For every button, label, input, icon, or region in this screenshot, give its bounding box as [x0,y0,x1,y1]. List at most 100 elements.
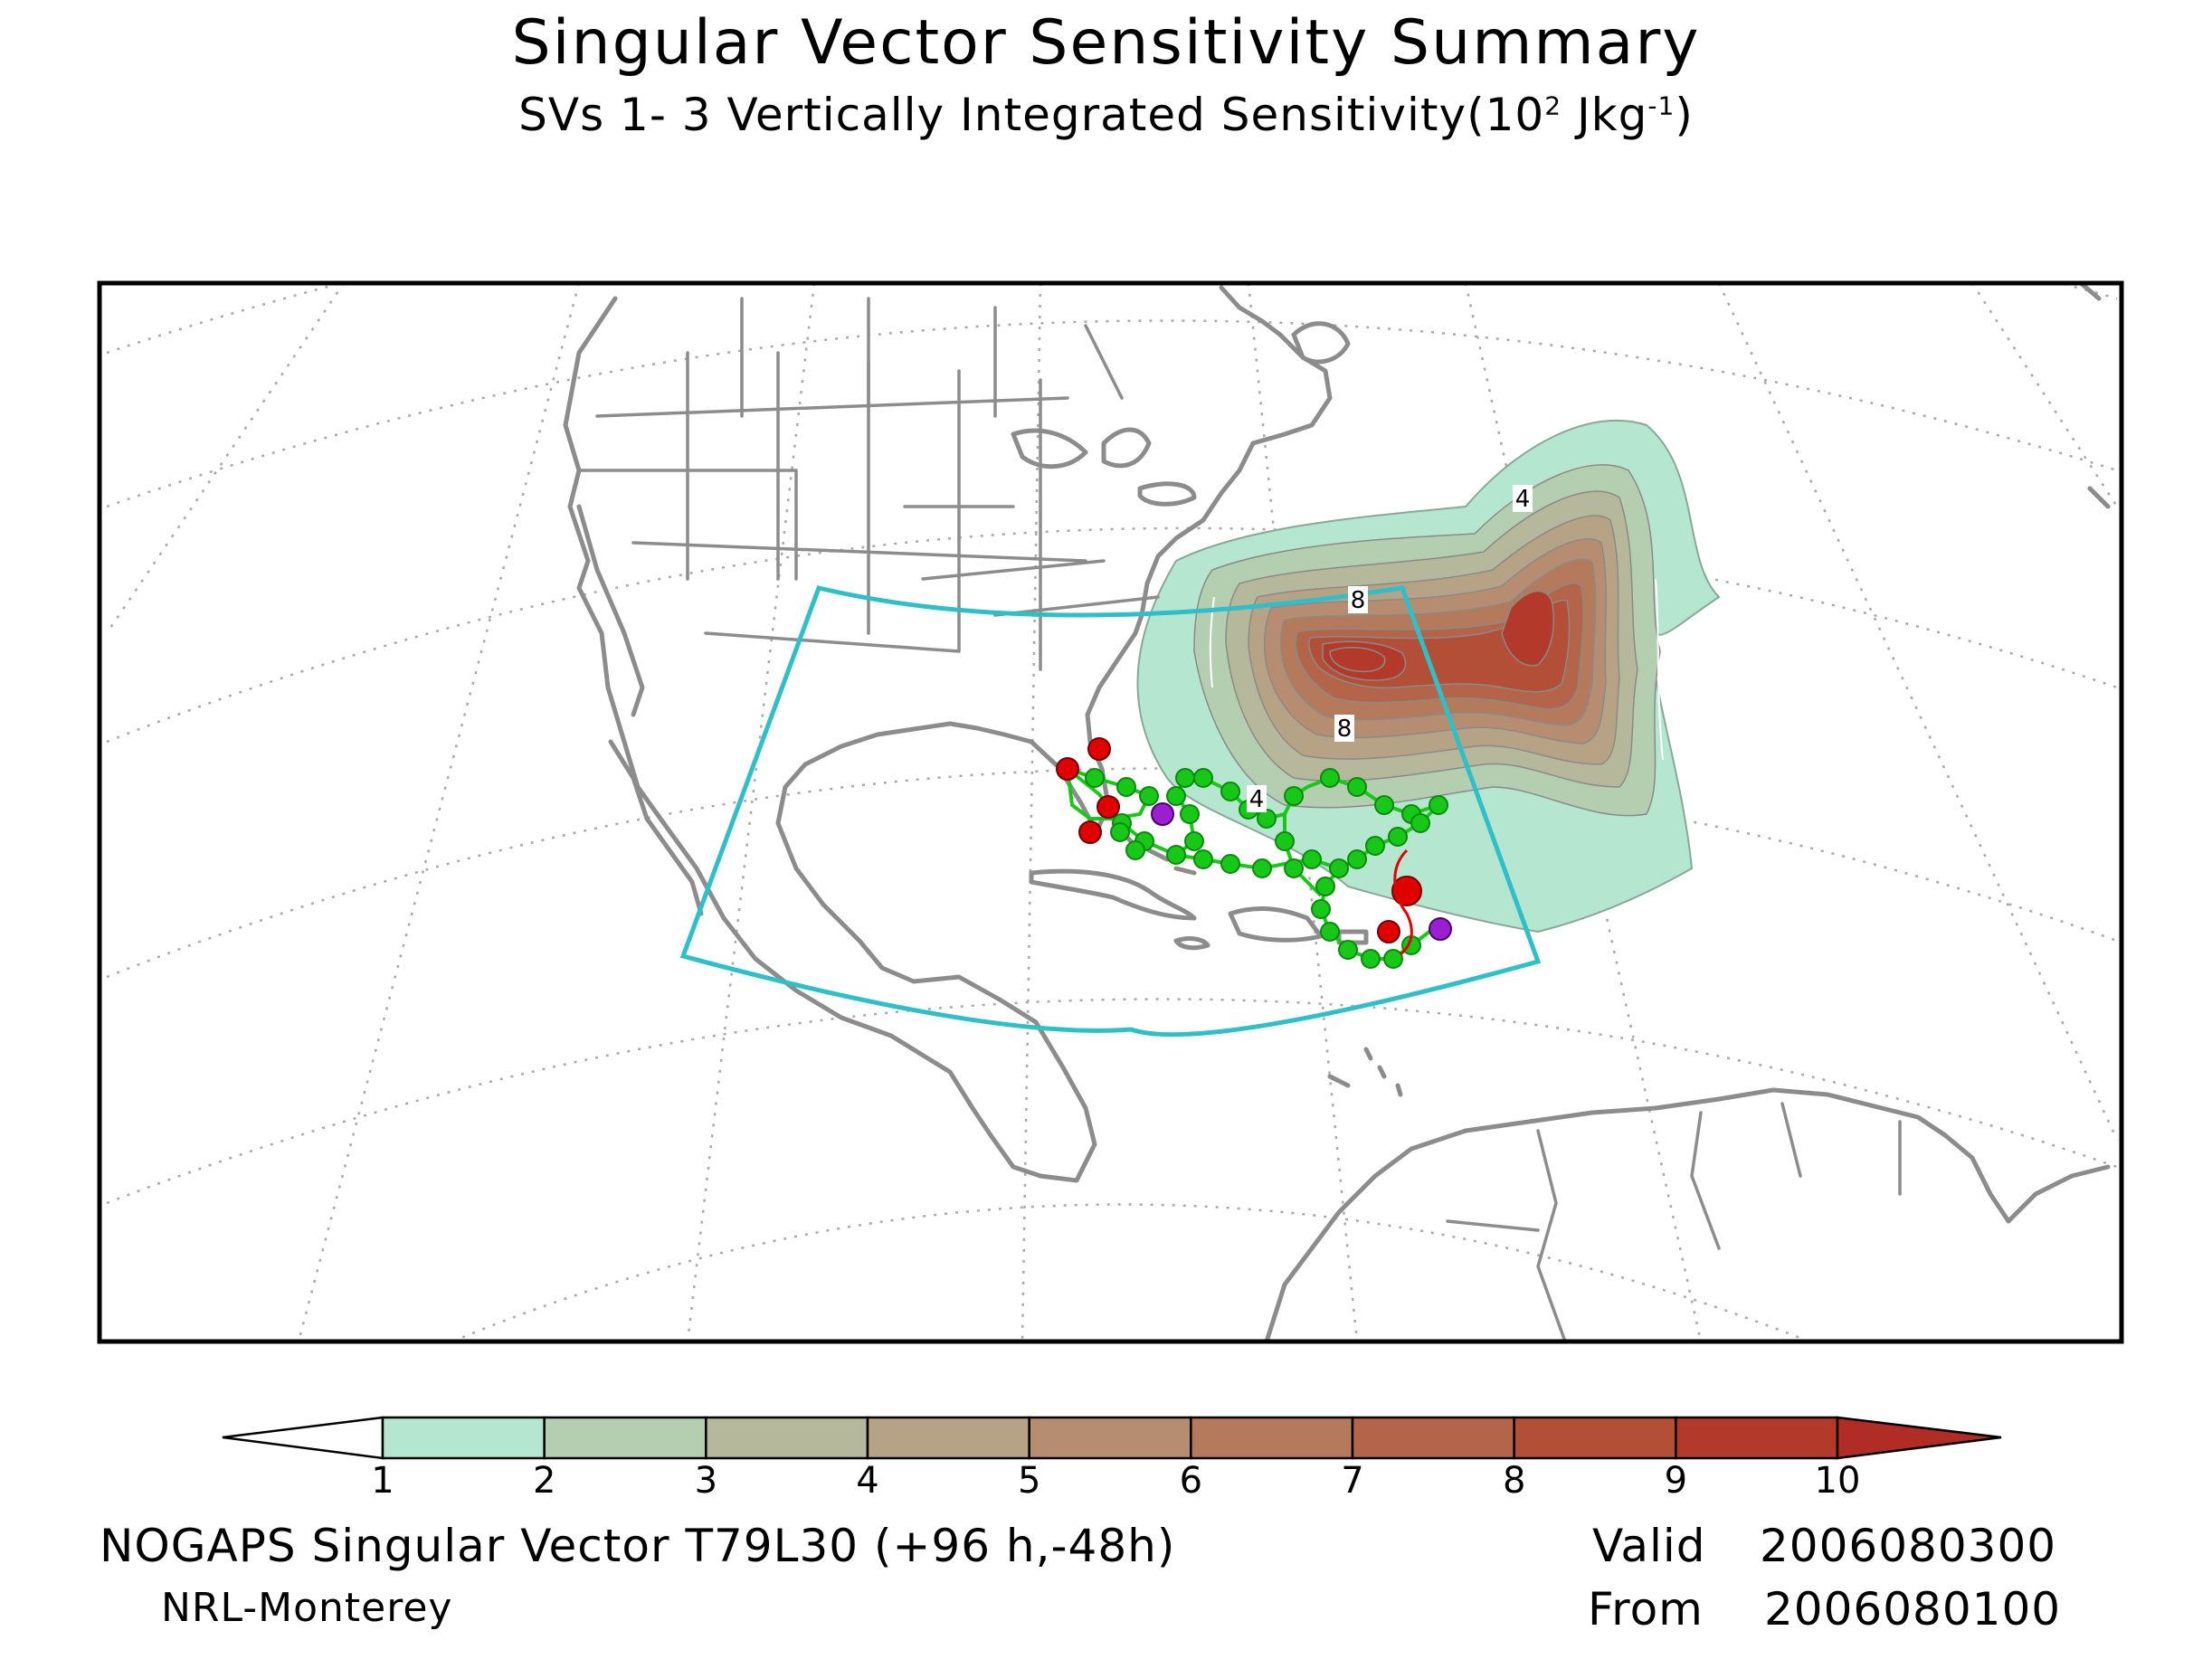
track-marker [1252,858,1272,878]
mexico-west-coast [608,739,704,916]
valid-value: 2006080300 [1760,1520,2057,1572]
baja-california [576,504,645,717]
colorbar-tick-labels: 1 2 3 4 5 6 7 8 9 10 [371,1460,1860,1502]
map-title: Singular Vector Sensitivity Summary [511,7,1701,79]
canada-borders [740,297,1124,418]
map-subtitle: SVs 1- 3 Vertically Integrated Sensitivi… [0,89,2212,141]
track-marker [1166,786,1186,806]
contour-label-8-n: 8 [1351,587,1366,614]
colorbar-box [1028,1416,1192,1460]
track-marker [1374,795,1394,815]
initial-position [1056,757,1079,781]
colorbar-box [1351,1416,1515,1460]
initial-position [1078,820,1102,844]
track-markers [1085,768,1448,969]
sensitivity-contour-9 [1322,590,1555,681]
colorbar-high-arrow [1836,1416,2002,1460]
colorbar-box [381,1416,546,1460]
target-box [679,585,1542,1038]
colorbar-box [1190,1416,1354,1460]
track-marker [1315,877,1335,896]
colorbar-tick-label: 2 [533,1460,555,1502]
north-america-coast [563,285,1333,1183]
colorbar-boxes [381,1416,1839,1460]
subtitle-prefix: SVs 1- 3 Vertically Integrated Sensitivi… [518,89,1545,141]
track-marker [1284,858,1304,878]
track-marker [1361,949,1381,969]
subtitle-mid: Jkg [1562,89,1648,141]
organization-label: NRL-Monterey [161,1585,453,1631]
sensitivity-field [1136,419,1721,934]
initial-positions [1056,737,1422,943]
initial-track-red [1393,848,1413,956]
colorbar-box [1513,1416,1677,1460]
contour-label-4-sw: 4 [1249,786,1265,813]
initial-position [1097,795,1120,819]
track-marker [1139,786,1159,806]
track-marker [1338,940,1358,960]
track-marker [1180,804,1200,824]
colorbar-box [543,1416,707,1460]
track-marker [1388,827,1408,847]
west-africa-coast [2078,283,2111,509]
track-marker [1365,836,1385,856]
colorbar-tick-label: 1 [371,1460,394,1502]
great-lakes [1011,427,1197,507]
us-state-borders [577,351,1160,671]
colorbar-tick-label: 4 [856,1460,878,1502]
initial-position [1087,737,1111,761]
cuba [1029,868,1197,921]
track-marker [1175,768,1195,788]
sensitivity-contour-10 [1329,647,1386,673]
hispaniola [1228,906,1324,943]
colorbar-tick-label: 7 [1341,1460,1363,1502]
colorbar-box [866,1416,1030,1460]
contour-label-4-ne: 4 [1515,486,1531,513]
track-marker [1193,849,1213,869]
colorbar-low-arrow [222,1416,384,1460]
track-marker [1347,849,1367,869]
track-marker [1329,858,1349,878]
jamaica [1173,936,1210,951]
subtitle-exp2: -1 [1647,90,1676,121]
contour-label-group: 4 8 8 4 [1247,485,1533,813]
final-positions [1151,802,1452,941]
final-position [1429,917,1452,941]
south-america-coast [1264,1087,2111,1341]
track-marker [1166,845,1186,865]
track-marker [1193,768,1213,788]
newfoundland [1291,321,1351,365]
track-marker [1085,768,1105,788]
track-marker [1184,831,1204,851]
lesser-antilles [1327,1047,1403,1097]
track-marker [1302,849,1322,869]
colorbar-tick-label: 8 [1503,1460,1525,1502]
initial-position [1377,920,1400,943]
track-marker [1275,831,1295,851]
track-marker [1320,768,1340,788]
colorbar-tick-label: 9 [1665,1460,1687,1502]
subtitle-suffix: ) [1675,89,1694,141]
track-marker [1383,949,1403,969]
track-marker [1125,840,1145,860]
track-marker [1284,786,1304,806]
track-marker [1311,899,1331,919]
track-marker [1220,854,1240,874]
subtitle-exp1: 2 [1544,90,1562,121]
colorbar-box [1675,1416,1839,1460]
sensitivity-contour-edge [1209,578,1664,761]
track-marker [1320,922,1340,942]
contour-label-8-s: 8 [1337,716,1353,743]
colorbar-box [705,1416,869,1460]
from-value: 2006080100 [1764,1583,2062,1635]
colorbar-tick-label: 5 [1018,1460,1040,1502]
colorbar-tick-label: 6 [1180,1460,1202,1502]
track-marker [1410,813,1430,833]
from-label: From [1588,1583,1704,1635]
model-label: NOGAPS Singular Vector T79L30 (+96 h,-48… [100,1520,1176,1572]
track-marker [1429,795,1448,815]
colorbar-tick-label: 3 [695,1460,717,1502]
track-marker [1116,777,1136,797]
colorbar: 1 2 3 4 5 6 7 8 9 10 [222,1416,2002,1502]
